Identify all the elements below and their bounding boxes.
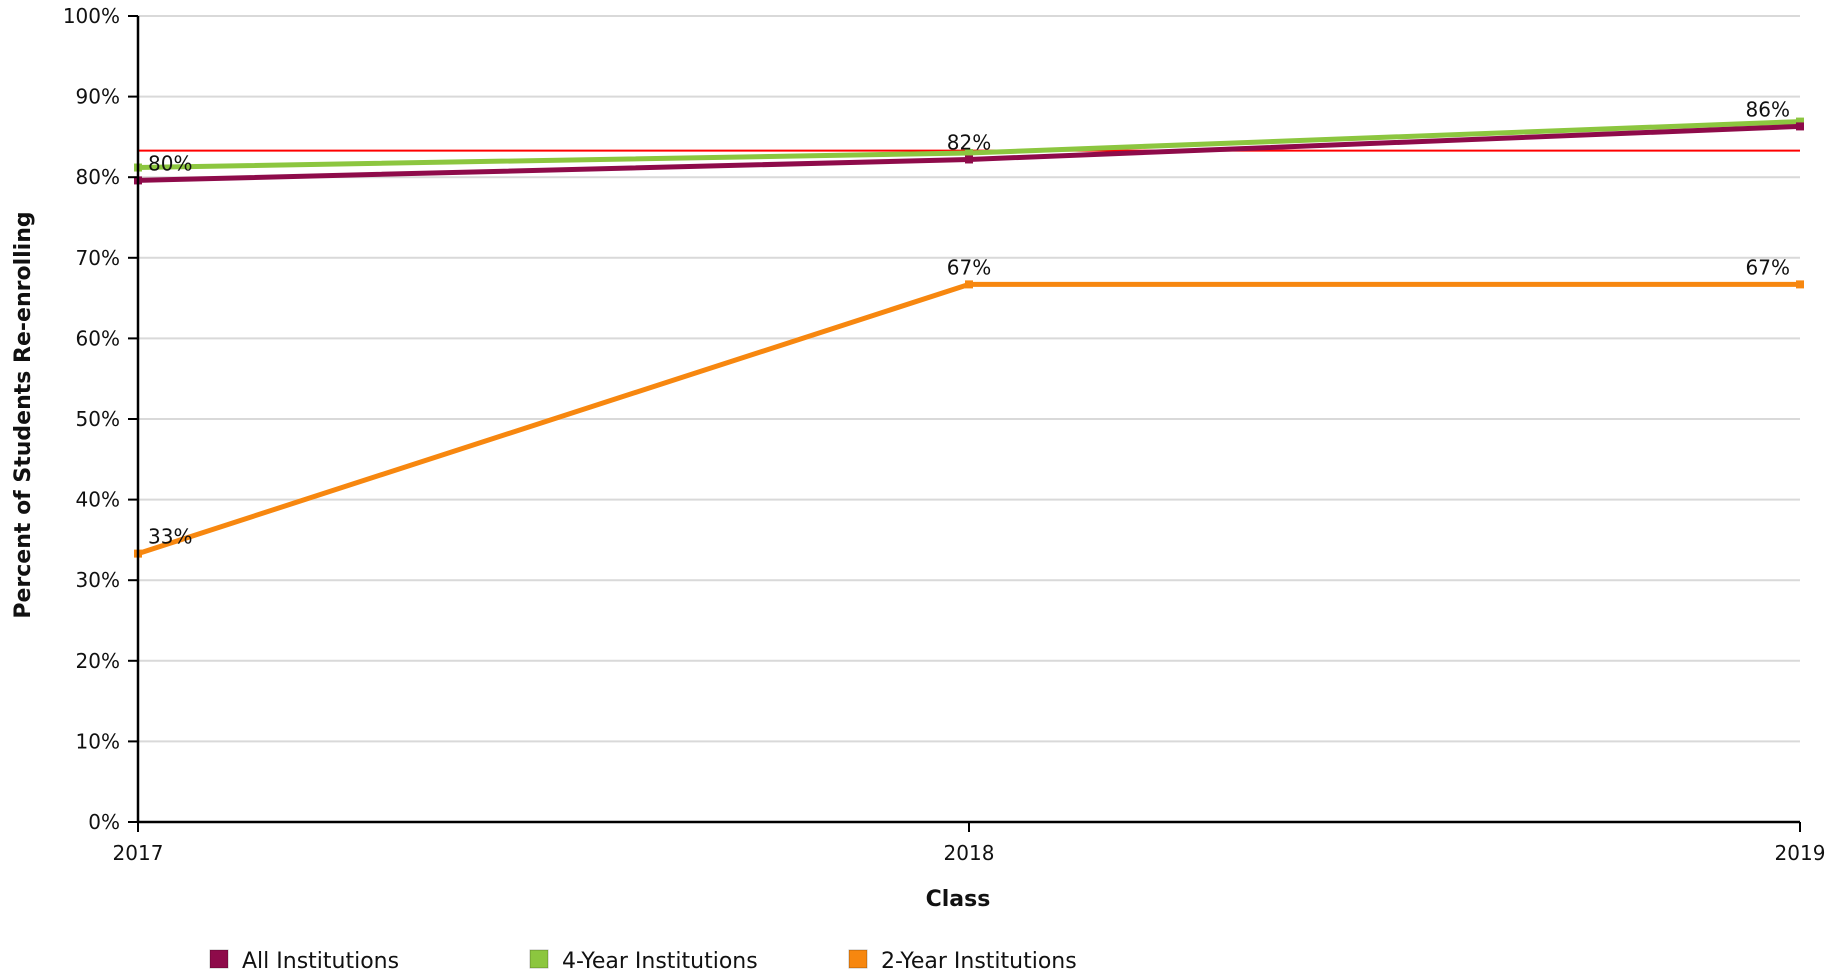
axes: 0% 10% 20% 30% 40% 50% 60% 70% 80% 90% 100% 2017 201… bbox=[63, 4, 1826, 865]
legend-swatch bbox=[529, 949, 549, 969]
y-tick-label: 20% bbox=[76, 649, 120, 673]
y-tick-label: 40% bbox=[76, 488, 120, 512]
legend-item: All Institutions bbox=[209, 949, 399, 974]
y-tick-label: 10% bbox=[76, 729, 120, 753]
y-tick-label: 60% bbox=[76, 326, 120, 350]
legend-item: 4-Year Institutions bbox=[529, 949, 758, 974]
x-tick-label: 2018 bbox=[944, 841, 995, 865]
series-layer bbox=[134, 117, 1804, 558]
data-point bbox=[1796, 280, 1804, 289]
y-tick-label: 80% bbox=[76, 165, 120, 189]
data-label: 33% bbox=[148, 525, 192, 549]
legend-swatch bbox=[848, 949, 868, 969]
data-label: 80% bbox=[148, 151, 192, 175]
data-point bbox=[965, 149, 973, 158]
data-point bbox=[965, 280, 973, 289]
legend-label: 4-Year Institutions bbox=[562, 949, 758, 974]
data-labels: 33% 67% 67% 80% 82% 86% bbox=[148, 97, 1790, 548]
data-point bbox=[1796, 122, 1804, 131]
y-tick-label: 100% bbox=[63, 4, 120, 28]
y-tick-label: 30% bbox=[76, 568, 120, 592]
data-label: 67% bbox=[1746, 255, 1790, 279]
data-label: 67% bbox=[947, 255, 991, 279]
y-tick-label: 70% bbox=[76, 246, 120, 270]
legend: All Institutions 4-Year Institutions 2-Yea… bbox=[209, 949, 1077, 974]
x-tick-label: 2019 bbox=[1775, 841, 1826, 865]
legend-swatch bbox=[209, 949, 229, 969]
x-tick-label: 2017 bbox=[113, 841, 164, 865]
data-point bbox=[965, 155, 973, 164]
legend-item: 2-Year Institutions bbox=[848, 949, 1077, 974]
legend-label: 2-Year Institutions bbox=[881, 949, 1077, 974]
y-axis-title: Percent of Students Re-enrolling bbox=[11, 211, 36, 618]
data-point bbox=[1796, 117, 1804, 126]
data-label: 82% bbox=[947, 130, 991, 154]
data-label: 86% bbox=[1746, 97, 1790, 121]
y-tick-label: 0% bbox=[88, 810, 120, 834]
x-axis-title: Class bbox=[926, 887, 991, 912]
y-tick-label: 90% bbox=[76, 85, 120, 109]
y-tick-label: 50% bbox=[76, 407, 120, 431]
legend-label: All Institutions bbox=[242, 949, 399, 974]
gridlines bbox=[138, 15, 1800, 743]
